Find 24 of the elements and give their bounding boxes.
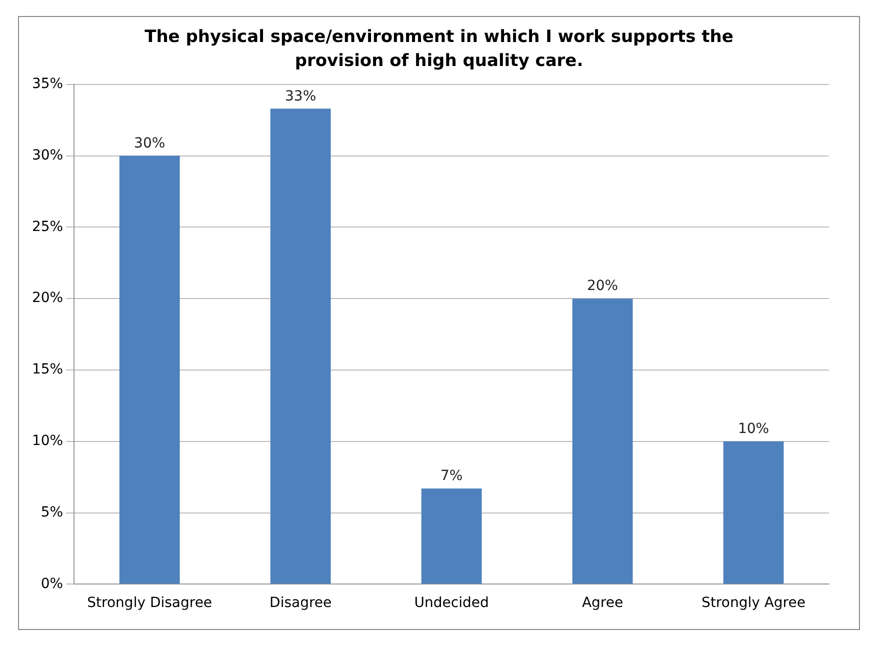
bar (572, 298, 633, 584)
x-tick-label: Disagree (270, 595, 332, 612)
x-tick-label: Strongly Agree (702, 595, 806, 612)
data-label: 10% (738, 421, 770, 438)
y-tick-label: 10% (32, 433, 64, 450)
bar (723, 441, 784, 584)
x-tick-label: Strongly Disagree (87, 595, 212, 612)
data-label: 30% (134, 135, 166, 152)
chart-title: The physical space/environment in which I work supports the provision of high quality care. (144, 26, 734, 73)
y-tick-label: 5% (40, 504, 64, 520)
y-tick-label: 0% (40, 576, 64, 592)
bar (270, 108, 331, 584)
x-tick-label: Agree (582, 595, 624, 612)
y-tick-label: 30% (32, 147, 64, 164)
y-tick-label: 15% (32, 362, 64, 378)
bar (421, 488, 482, 584)
x-tick-label: Undecided (414, 595, 489, 612)
y-tick-label: 25% (32, 218, 64, 235)
y-tick-label: 20% (32, 290, 64, 306)
data-label: 7% (440, 468, 463, 484)
data-label: 33% (285, 88, 316, 104)
y-tick-label: 35% (32, 76, 64, 92)
data-label: 20% (586, 278, 618, 294)
bar (119, 156, 180, 584)
